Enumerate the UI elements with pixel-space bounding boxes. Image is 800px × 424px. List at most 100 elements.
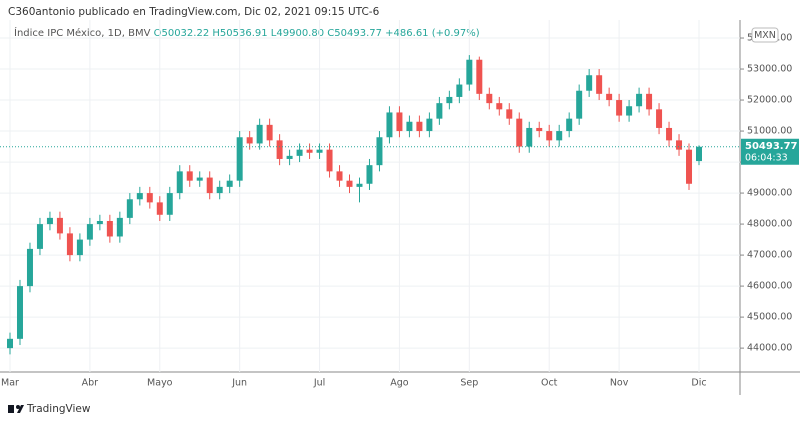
candle-body <box>626 106 633 116</box>
candle-body <box>186 171 193 181</box>
x-tick-label: Mayo <box>147 378 173 389</box>
candle-body <box>416 121 423 132</box>
x-tick-label: Dic <box>691 378 706 389</box>
candle-body <box>486 93 493 104</box>
symbol: Índice IPC México, 1D, BMV <box>14 26 151 39</box>
x-tick-label: Jul <box>313 378 325 389</box>
candle-body <box>116 217 123 237</box>
y-tick-label: 49000.00 <box>747 188 792 199</box>
chart-title: C360antonio publicado en TradingView.com… <box>8 6 380 18</box>
candle-body <box>566 118 573 132</box>
candle-body <box>696 146 702 162</box>
x-tick-label: Sep <box>460 378 478 389</box>
candle-body <box>136 193 143 200</box>
candle-body <box>236 137 243 181</box>
candle-body <box>596 75 603 94</box>
candle-body <box>516 118 523 147</box>
y-tick-label: 47000.00 <box>747 250 792 261</box>
candle-body <box>326 149 333 172</box>
y-tick-label: 44000.00 <box>747 343 792 354</box>
x-tick-label: Nov <box>610 378 629 389</box>
ohlc: L49900.80 <box>271 28 324 39</box>
candle-body <box>556 131 563 141</box>
y-tick-label: 51000.00 <box>747 126 792 137</box>
candle-body <box>606 93 613 101</box>
candle-body <box>656 109 663 128</box>
change: +486.61 (+0.97%) <box>385 28 480 39</box>
candle-body <box>496 103 503 110</box>
candle-body <box>616 100 623 116</box>
candle-body <box>426 118 433 132</box>
candle-body <box>476 59 483 94</box>
candle-body <box>216 186 223 194</box>
candle-body <box>456 84 463 97</box>
candle-body <box>56 217 63 234</box>
candle-body <box>36 224 43 249</box>
candle-body <box>356 183 363 187</box>
candle-body <box>76 239 83 256</box>
candle-body <box>636 93 643 107</box>
candle-body <box>286 155 293 159</box>
y-tick-label: 53000.00 <box>747 64 792 75</box>
x-tick-label: Mar <box>1 378 19 389</box>
ohlc: C50493.77 <box>327 28 382 39</box>
candle-body <box>586 75 593 91</box>
ohlc: O50032.22 <box>154 28 210 39</box>
candle-body <box>436 103 443 119</box>
candle-body <box>466 59 473 85</box>
candle-body <box>686 149 693 184</box>
candle-body <box>336 171 343 181</box>
candle-body <box>676 140 683 150</box>
candle-body <box>7 338 13 349</box>
candle-body <box>296 149 303 156</box>
countdown: 06:04:33 <box>745 152 788 163</box>
legend: Índice IPC México, 1D, BMV O50032.22 H50… <box>14 26 480 39</box>
candle-body <box>506 109 513 119</box>
y-tick-label: 45000.00 <box>747 312 792 323</box>
candle-body <box>536 127 543 132</box>
candle-body <box>386 112 393 138</box>
candle-body <box>576 90 583 119</box>
candle-body <box>256 124 263 144</box>
candle-body <box>446 96 453 104</box>
candle-body <box>246 137 253 144</box>
candle-body <box>666 127 673 141</box>
currency: MXN <box>754 30 776 41</box>
candle-body <box>396 112 403 132</box>
price-label: 50493.77 <box>745 141 798 152</box>
candle-body <box>316 149 323 153</box>
candle-body <box>166 193 173 215</box>
candle-body <box>176 171 183 194</box>
plot: 44000.00 45000.00 46000.00 47000.00 48000.00… <box>0 27 799 389</box>
candle-body <box>26 248 33 287</box>
candle-body <box>106 220 113 237</box>
candle-body <box>226 180 233 187</box>
candle-body <box>526 127 533 147</box>
candle-body <box>66 233 73 256</box>
y-tick-label: 46000.00 <box>747 281 792 292</box>
candle-body <box>266 124 273 141</box>
candle-body <box>346 180 353 187</box>
footer-logo <box>8 405 24 413</box>
candle-body <box>376 137 383 166</box>
candle-body <box>306 149 313 153</box>
x-tick-label: Abr <box>82 378 99 389</box>
candle-body <box>16 286 23 339</box>
y-tick-label: 48000.00 <box>747 219 792 230</box>
candle-body <box>156 202 163 215</box>
candle-body <box>366 165 373 184</box>
candle-body <box>196 177 203 181</box>
footer: TradingView <box>26 403 91 415</box>
candle-body <box>46 217 53 225</box>
currency-box <box>751 27 779 43</box>
y-tick-label: 52000.00 <box>747 95 792 106</box>
x-tick-label: Oct <box>541 378 558 389</box>
candle-body <box>206 177 213 194</box>
candle-body <box>276 140 283 159</box>
candle-body <box>86 224 93 240</box>
candle-body <box>646 93 653 110</box>
price-box <box>741 138 799 165</box>
candle-body <box>96 220 103 225</box>
grid <box>0 20 740 372</box>
